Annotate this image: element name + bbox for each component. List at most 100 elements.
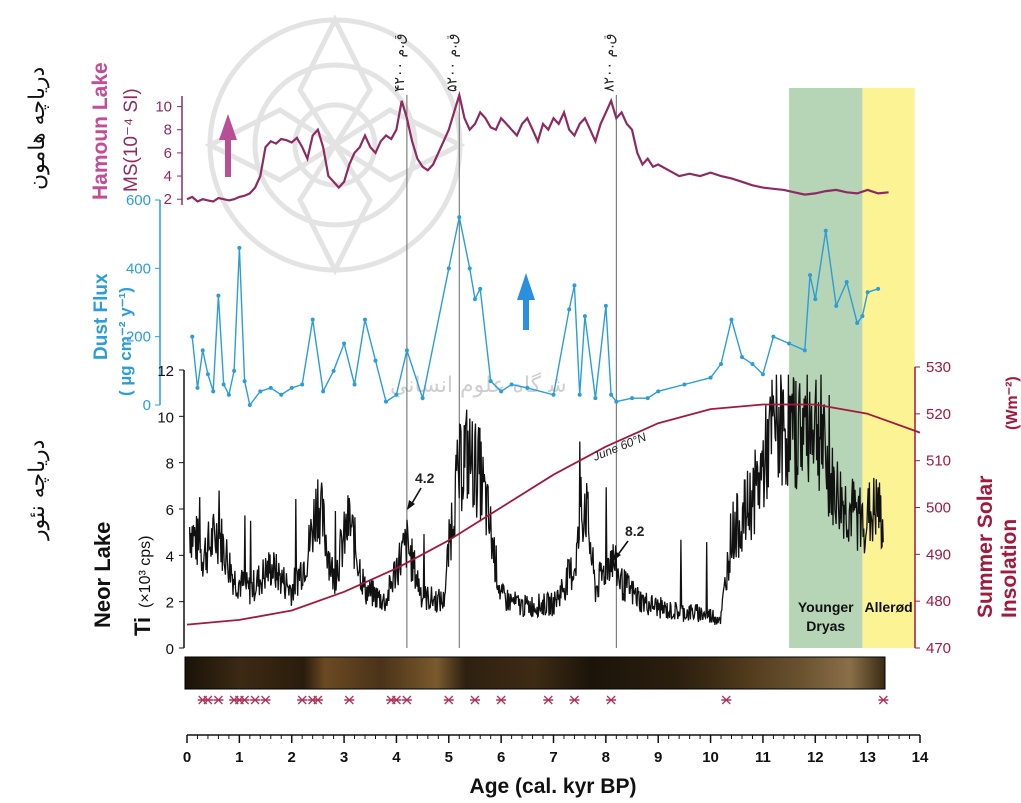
dated-sample-icon: [606, 695, 616, 705]
dust-point: [205, 372, 210, 377]
dated-sample-icon: [402, 695, 412, 705]
dust-point: [593, 396, 598, 401]
dust-point: [242, 379, 247, 384]
neor-tick-label: 0: [166, 641, 174, 658]
dust-point: [258, 389, 263, 394]
dust-point: [834, 303, 839, 308]
dated-sample-icon: [240, 695, 250, 705]
dust-tick-label: 600: [126, 192, 151, 209]
dust-point: [860, 314, 865, 319]
event-label: ۸۲۰۰ ق.م: [601, 33, 617, 92]
insolation-tick-label: 470: [926, 640, 951, 657]
dated-sample-icon: [543, 695, 553, 705]
dated-sample-icon: [213, 695, 223, 705]
dust-point: [373, 358, 378, 363]
dust-point: [614, 399, 619, 404]
watermark-text: ﺷ ﮔﺎه ﻋﻠﻮم اﻧﺴﺎﻧﻲ: [390, 372, 567, 398]
dust-point: [232, 368, 237, 373]
dated-sample-icon: [878, 695, 888, 705]
dust-point: [247, 403, 252, 407]
dust-arrow-icon: [517, 273, 535, 330]
dust-ylabel: ( µg cm⁻² y⁻¹): [116, 287, 135, 396]
insolation-tick-label: 510: [926, 453, 951, 470]
dust-point: [823, 228, 828, 233]
hamoun-persian-label: دریاچه هامون: [25, 67, 50, 190]
watermark-logo: [204, 14, 466, 276]
x-tick-label: 13: [859, 749, 876, 766]
x-axis-title: Age (cal. kyr BP): [470, 775, 637, 798]
dust-point: [472, 297, 477, 302]
dust-point: [813, 297, 818, 302]
dust-point: [394, 392, 399, 397]
dust-point: [750, 362, 755, 366]
dust-point: [582, 314, 587, 319]
dust-point: [572, 283, 577, 288]
dust-point: [855, 321, 860, 325]
neor-tick-label: 2: [166, 595, 174, 612]
annotation-8-2-arrow-icon: [616, 540, 629, 557]
dated-sample-icon: [344, 695, 354, 705]
annotation-4-2: 4.2: [415, 470, 435, 486]
dust-point: [525, 385, 530, 390]
hamoun-ms-series: [186, 90, 889, 203]
insolation-ylabel: (Wm⁻²): [1004, 376, 1021, 430]
dust-point: [467, 266, 472, 271]
dust-point: [342, 341, 347, 346]
dust-point: [603, 303, 608, 308]
neor-title: Neor Lake: [90, 522, 115, 628]
insolation-tick-label: 480: [926, 593, 951, 610]
dust-point: [478, 286, 483, 291]
x-tick-label: 3: [340, 749, 348, 766]
dust-point: [268, 385, 273, 390]
dust-tick-label: 200: [126, 329, 151, 346]
x-tick-label: 14: [912, 749, 929, 766]
dust-tick-label: 400: [126, 260, 151, 277]
dust-point: [300, 382, 305, 387]
x-tick-label: 11: [755, 749, 771, 766]
insolation-tick-label: 520: [926, 406, 951, 423]
hamoun-arrow-icon: [219, 114, 237, 177]
x-tick-label: 9: [654, 749, 662, 766]
dust-point: [404, 348, 409, 353]
dust-point: [865, 290, 870, 295]
neor-tick-label: 10: [157, 409, 174, 426]
band-label: Allerød: [864, 599, 912, 615]
dust-point: [446, 266, 451, 271]
dust-point: [739, 355, 744, 360]
dated-sample-icon: [721, 695, 731, 705]
dust-point: [844, 280, 849, 284]
dust-point: [289, 385, 294, 390]
dust-point: [567, 307, 572, 312]
x-tick-label: 4: [392, 749, 401, 766]
hamoun-ylabel: MS(10⁻⁴ SI): [121, 88, 142, 192]
dust-point: [645, 396, 650, 401]
band-younger-dryas: [789, 88, 863, 648]
x-tick-label: 2: [288, 749, 296, 766]
dust-point: [760, 372, 765, 377]
neor-ylabel-unit: (×10³ cps): [137, 536, 154, 608]
dust-point: [279, 392, 284, 397]
annotation-8-2-arrowhead-icon: [613, 551, 621, 561]
dust-point: [420, 396, 425, 401]
dust-point: [771, 334, 776, 339]
dust-point: [609, 392, 614, 397]
neor-tick-label: 4: [166, 548, 174, 565]
dust-point: [221, 382, 226, 387]
dated-sample-icon: [297, 695, 307, 705]
dated-sample-icon: [470, 695, 480, 705]
dated-sample-icon: [391, 695, 401, 705]
x-tick-label: 10: [702, 749, 719, 766]
dust-point: [457, 215, 462, 220]
dated-sample-icon: [444, 695, 454, 705]
dust-title: Dust Flux: [91, 273, 112, 360]
neor-ti-series: [188, 374, 884, 625]
hamoun-tick-label: 4: [164, 168, 172, 185]
annotation-8-2: 8.2: [625, 523, 645, 539]
dated-sample-icon: [250, 695, 260, 705]
dust-point: [383, 399, 388, 404]
dust-point: [488, 379, 493, 384]
core-photo-strip: [184, 656, 886, 690]
x-tick-label: 0: [183, 749, 191, 766]
hamoun-tick-label: 2: [164, 191, 172, 208]
annotation-4-2-arrow-icon: [410, 487, 422, 506]
